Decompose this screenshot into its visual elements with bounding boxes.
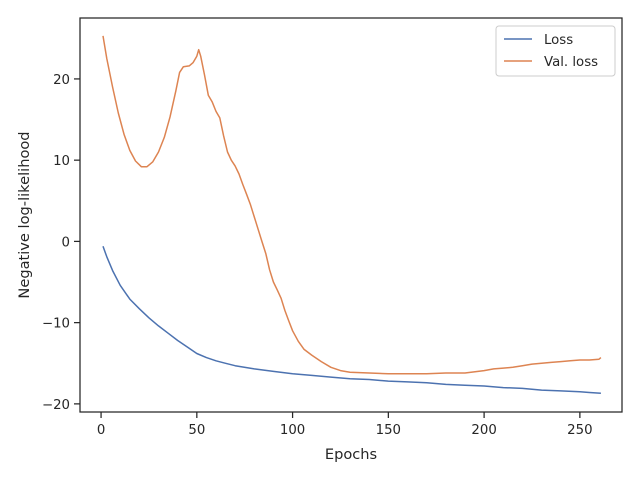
y-tick-label: −10: [42, 317, 70, 332]
x-tick-label: 200: [471, 423, 496, 438]
x-tick-label: 150: [376, 423, 401, 438]
series-line-loss: [102, 246, 601, 395]
plot-frame: [79, 17, 623, 413]
x-axis-label: Epochs: [325, 446, 377, 463]
series-line-val-loss: [102, 35, 602, 375]
x-tick-label: 0: [97, 423, 105, 438]
legend: Loss Val. loss: [495, 25, 616, 77]
y-tick-label: 0: [62, 235, 70, 250]
y-axis-label: Negative log-likelihood: [16, 131, 33, 298]
legend-label-loss: Loss: [544, 33, 573, 48]
x-tick-label: 100: [280, 423, 305, 438]
x-tick-label: 250: [567, 423, 592, 438]
x-axis: 0 50 100 150 200 250: [97, 412, 593, 438]
y-tick-label: 10: [53, 154, 70, 169]
x-tick-label: 50: [188, 423, 205, 438]
series-layer: [102, 35, 602, 395]
y-tick-label: 20: [53, 73, 70, 88]
y-axis: −20 −10 0 10 20: [42, 73, 80, 413]
legend-label-val-loss: Val. loss: [544, 55, 598, 70]
y-tick-label: −20: [42, 398, 70, 413]
